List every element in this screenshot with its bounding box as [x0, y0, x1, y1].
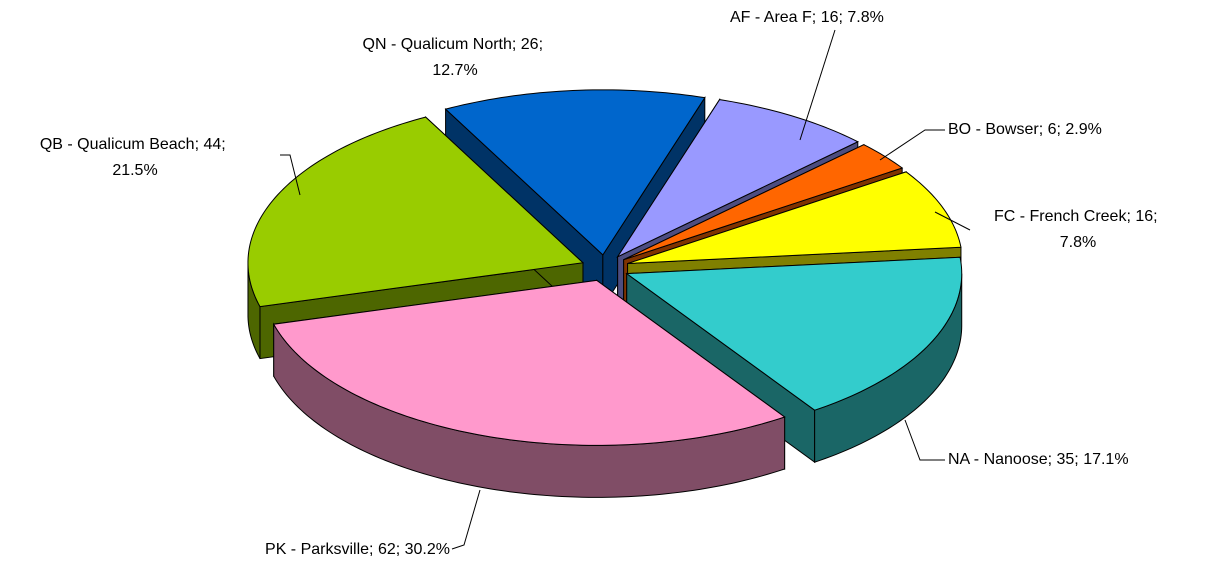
label-value: 16 — [1135, 208, 1153, 225]
label-separator: ; — [838, 9, 847, 26]
slice-top — [625, 256, 963, 411]
label-percent: 17.1% — [1083, 451, 1128, 468]
label-separator: ; — [1153, 208, 1162, 225]
label-separator: ; — [195, 136, 204, 153]
label-category: AF - Area F — [730, 9, 812, 26]
slice-top — [616, 99, 859, 258]
slice-top — [247, 116, 585, 308]
label-percent: 7.8% — [847, 9, 883, 26]
label-value: 26 — [521, 36, 539, 53]
slice-top — [444, 89, 706, 256]
label-category: QB - Qualicum Beach — [40, 136, 195, 153]
label-separator: ; — [1074, 451, 1083, 468]
label-separator: ; — [396, 541, 405, 558]
label-percent: 30.2% — [405, 541, 450, 558]
label-percent: 12.7% — [432, 62, 477, 79]
data-label: NA - Nanoose; 35; 17.1% — [948, 451, 1129, 468]
label-separator: ; — [1056, 121, 1065, 138]
leader-line — [280, 154, 301, 196]
label-value: 62 — [378, 541, 396, 558]
data-label: BO - Bowser; 6; 2.9% — [948, 121, 1102, 138]
data-label: QB - Qualicum Beach; 44; 21.5% — [40, 136, 230, 179]
label-category: FC - French Creek — [994, 208, 1127, 225]
label-separator: ; — [1039, 121, 1048, 138]
label-separator: ; — [539, 36, 548, 53]
slice-top — [623, 144, 904, 261]
label-separator: ; — [512, 36, 521, 53]
label-value: 35 — [1057, 451, 1075, 468]
label-separator: ; — [812, 9, 821, 26]
label-category: NA - Nanoose — [948, 451, 1048, 468]
leader-line — [451, 489, 481, 550]
label-category: PK - Parksville — [265, 541, 369, 558]
label-separator: ; — [221, 136, 230, 153]
label-value: 44 — [203, 136, 221, 153]
slice — [272, 279, 786, 498]
leader-line — [904, 419, 945, 461]
label-value: 6 — [1048, 121, 1057, 138]
slice-top — [627, 171, 962, 265]
label-separator: ; — [1048, 451, 1057, 468]
pie — [247, 89, 963, 498]
data-label: FC - French Creek; 16; 7.8% — [994, 208, 1162, 251]
label-percent: 2.9% — [1065, 121, 1101, 138]
label-separator: ; — [1126, 208, 1135, 225]
labels: QN - Qualicum North; 26; 12.7% AF - Area … — [40, 9, 1162, 558]
label-percent: 21.5% — [112, 162, 157, 179]
leader-line — [934, 211, 971, 231]
data-label: QN - Qualicum North; 26; 12.7% — [363, 36, 548, 79]
label-category: BO - Bowser — [948, 121, 1039, 138]
label-separator: ; — [369, 541, 378, 558]
data-label: PK - Parksville; 62; 30.2% — [265, 541, 450, 558]
label-category: QN - Qualicum North — [363, 36, 512, 53]
leader-line — [879, 129, 945, 161]
label-percent: 7.8% — [1060, 234, 1096, 251]
data-label: AF - Area F; 16; 7.8% — [730, 9, 884, 26]
label-value: 16 — [821, 9, 839, 26]
slice-top — [272, 279, 786, 446]
leader-line — [799, 29, 836, 141]
